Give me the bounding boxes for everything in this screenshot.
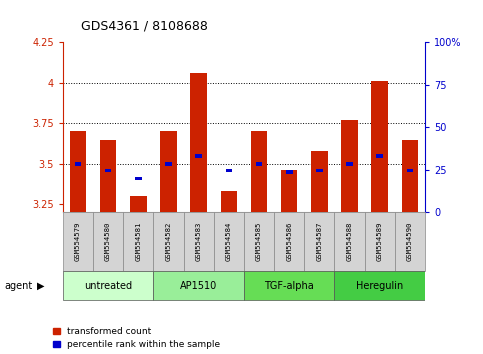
Bar <box>256 162 262 166</box>
Text: GSM554586: GSM554586 <box>286 222 292 261</box>
Text: GSM554579: GSM554579 <box>75 222 81 261</box>
Text: GSM554585: GSM554585 <box>256 222 262 261</box>
Bar <box>226 169 232 172</box>
Text: GSM554583: GSM554583 <box>196 222 201 261</box>
Bar <box>165 162 172 166</box>
Bar <box>135 177 142 180</box>
Text: agent: agent <box>5 281 33 291</box>
Bar <box>281 170 298 212</box>
Bar <box>63 212 93 271</box>
Text: untreated: untreated <box>84 281 132 291</box>
Bar <box>274 212 304 271</box>
Bar <box>130 196 146 212</box>
Bar <box>63 272 154 300</box>
Bar <box>402 139 418 212</box>
Text: AP1510: AP1510 <box>180 281 217 291</box>
Bar <box>365 212 395 271</box>
Bar <box>334 272 425 300</box>
Bar <box>160 131 177 212</box>
Bar <box>244 212 274 271</box>
Bar <box>74 162 81 166</box>
Text: GSM554582: GSM554582 <box>166 222 171 261</box>
Text: TGF-alpha: TGF-alpha <box>264 281 314 291</box>
Text: GSM554589: GSM554589 <box>377 222 383 261</box>
Text: GDS4361 / 8108688: GDS4361 / 8108688 <box>82 19 208 33</box>
Bar <box>154 272 244 300</box>
Bar <box>334 212 365 271</box>
Text: GSM554584: GSM554584 <box>226 222 232 261</box>
Bar <box>154 212 184 271</box>
Text: GSM554581: GSM554581 <box>135 222 141 261</box>
Bar <box>213 212 244 271</box>
Bar <box>376 154 383 158</box>
Bar <box>195 154 202 158</box>
Bar <box>251 131 267 212</box>
Bar <box>316 169 323 172</box>
Bar <box>105 169 112 172</box>
Text: GSM554590: GSM554590 <box>407 222 413 261</box>
Bar <box>100 139 116 212</box>
Text: GSM554580: GSM554580 <box>105 222 111 261</box>
Text: GSM554588: GSM554588 <box>347 222 353 261</box>
Bar <box>93 212 123 271</box>
Bar <box>70 131 86 212</box>
Bar <box>244 272 334 300</box>
Text: ▶: ▶ <box>37 281 44 291</box>
Bar <box>371 81 388 212</box>
Bar <box>346 162 353 166</box>
Bar <box>184 212 213 271</box>
Bar <box>395 212 425 271</box>
Bar <box>341 120 358 212</box>
Bar <box>311 151 327 212</box>
Text: GSM554587: GSM554587 <box>316 222 322 261</box>
Bar <box>286 170 293 174</box>
Bar <box>407 169 413 172</box>
Bar <box>190 73 207 212</box>
Bar <box>123 212 154 271</box>
Legend: transformed count, percentile rank within the sample: transformed count, percentile rank withi… <box>53 327 220 349</box>
Bar <box>304 212 334 271</box>
Text: Heregulin: Heregulin <box>356 281 403 291</box>
Bar <box>221 192 237 212</box>
